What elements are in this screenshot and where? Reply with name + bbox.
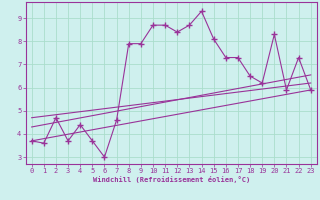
- X-axis label: Windchill (Refroidissement éolien,°C): Windchill (Refroidissement éolien,°C): [92, 176, 250, 183]
